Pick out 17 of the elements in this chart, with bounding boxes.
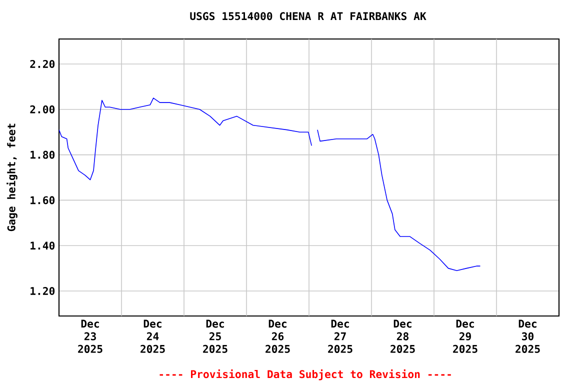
x-tick-label: Dec 24 2025 <box>140 320 165 353</box>
y-axis-title: Gage height, feet <box>6 124 18 232</box>
y-tick-label: 1.40 <box>30 242 55 250</box>
y-tick-label: 1.20 <box>30 286 55 296</box>
text: ---- Provisional Data Subject to Revision ---- <box>160 369 451 380</box>
x-tick-label: Dec 29 2025 <box>453 320 478 353</box>
x-tick-label: Dec 27 2025 <box>328 320 352 353</box>
x-tick-label: Dec 26 2025 <box>266 320 290 353</box>
chart-title: USGS 15514000 CHENA R AT FAIRBANKS AK <box>190 12 426 20</box>
y-tick-label: 1.80 <box>30 150 55 159</box>
y-tick-label: 2.00 <box>30 105 55 114</box>
x-tick-label: Dec 30 2025 <box>516 320 540 353</box>
x-tick-label: Dec 25 2025 <box>203 320 228 353</box>
x-tick-label: Dec 23 2025 <box>78 320 102 353</box>
y-tick-label: 2.20 <box>30 60 55 68</box>
x-tick-label: Dec 28 2025 <box>390 320 415 353</box>
y-tick-label: 1.60 <box>30 196 55 204</box>
